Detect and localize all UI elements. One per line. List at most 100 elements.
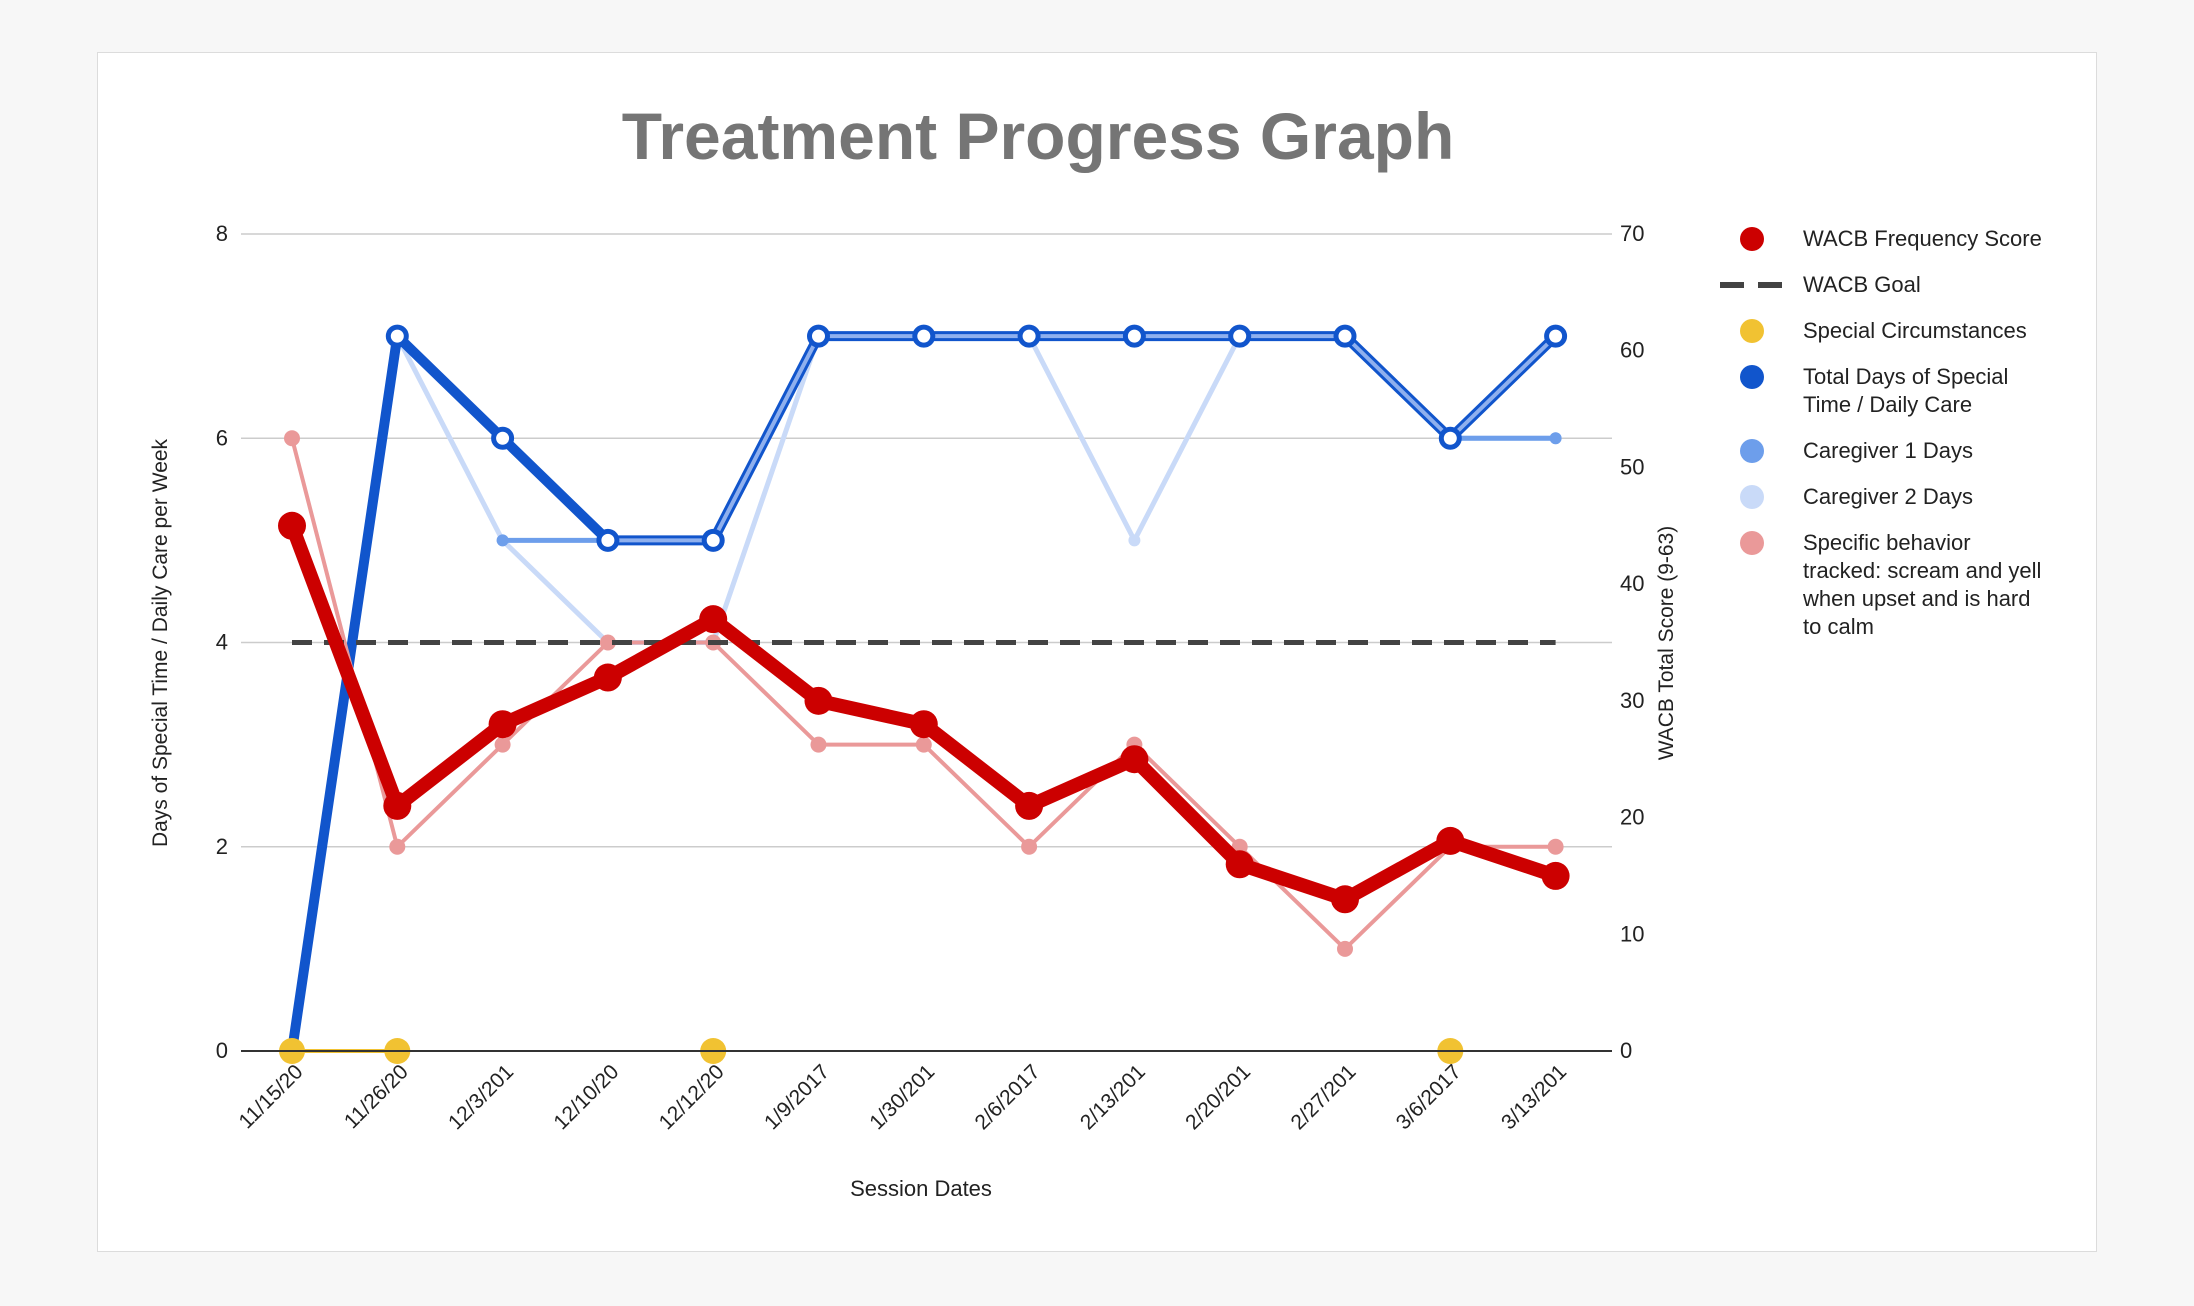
data-point (1541, 861, 1570, 890)
left-tick-label: 8 (216, 221, 228, 246)
y-axis-right-label: WACB Total Score (9-63) (1655, 526, 1678, 761)
x-tick-label: 12/3/201 (444, 1060, 518, 1134)
right-tick-label: 50 (1620, 454, 1644, 479)
data-point (1544, 324, 1568, 348)
legend-item: Caregiver 1 Days (1740, 438, 1973, 463)
right-tick-label: 0 (1620, 1038, 1632, 1063)
x-tick-label: 2/6/2017 (971, 1060, 1045, 1134)
legend-label: Caregiver 2 Days (1803, 484, 1973, 509)
x-axis-label: Session Dates (850, 1176, 992, 1201)
legend-label-line: WACB Goal (1803, 272, 1921, 297)
data-point (1549, 432, 1562, 445)
series-inner-segment (711, 334, 821, 543)
data-point (1436, 826, 1465, 855)
data-point (284, 430, 300, 447)
right-tick-label: 60 (1620, 338, 1644, 363)
legend-swatch (1740, 531, 1764, 555)
data-point (1015, 791, 1044, 820)
legend-item: Caregiver 2 Days (1740, 484, 1973, 509)
x-tick-label: 2/27/201 (1286, 1060, 1360, 1134)
legend: WACB Frequency Score WACB Goal Special Cir… (1720, 226, 2042, 639)
data-point (278, 511, 306, 540)
data-point (1128, 534, 1141, 547)
x-tick-label: 3/13/201 (1497, 1060, 1571, 1134)
series-layer (278, 324, 1570, 1064)
legend-label: Caregiver 1 Days (1803, 438, 1973, 463)
legend-item: WACB Goal (1720, 272, 1921, 297)
legend-label-line: to calm (1803, 614, 1874, 639)
data-point (912, 324, 936, 348)
right-axis-ticks: 0 10 20 30 40 50 60 70 (1620, 221, 1644, 1063)
legend-label-line: Special Circumstances (1803, 318, 2027, 343)
data-point (804, 686, 833, 715)
x-tick-label: 12/12/20 (655, 1060, 729, 1134)
x-tick-label: 1/30/201 (865, 1060, 939, 1134)
right-tick-label: 30 (1620, 688, 1644, 713)
data-point (385, 324, 409, 348)
legend-label: Specific behavior tracked: scream and yel… (1802, 530, 2041, 639)
legend-label: Total Days of Special Time / Daily Care (1803, 364, 2008, 417)
data-point (1120, 745, 1149, 774)
x-tick-label: 11/26/20 (340, 1060, 413, 1133)
legend-label-line: tracked: scream and yell (1803, 558, 2041, 583)
series-line (287, 331, 1561, 1056)
data-point (1333, 324, 1357, 348)
legend-item: Special Circumstances (1740, 318, 2027, 343)
legend-item: WACB Frequency Score (1740, 226, 2042, 251)
data-point (596, 528, 620, 552)
data-point (807, 324, 830, 348)
legend-label-line: Total Days of Special (1803, 364, 2008, 389)
legend-label: WACB Goal (1803, 272, 1921, 297)
treatment-progress-chart: Treatment Progress Graph 0 2 4 6 8 0 10 20 30 40… (149, 99, 2042, 1201)
left-tick-label: 6 (216, 425, 228, 450)
legend-item: Specific behavior tracked: scream and yel… (1740, 530, 2041, 639)
data-point (915, 736, 932, 753)
data-point (1228, 324, 1252, 348)
series-total-days-inner (605, 334, 1558, 543)
legend-item: Total Days of Special Time / Daily Care (1740, 364, 2008, 417)
data-point (1017, 324, 1041, 348)
series-total-days (280, 324, 1568, 1063)
data-point (496, 534, 509, 547)
right-tick-label: 40 (1620, 571, 1644, 596)
data-point (488, 710, 517, 739)
left-tick-label: 0 (216, 1038, 228, 1063)
legend-label: WACB Frequency Score (1803, 226, 2042, 251)
data-point (810, 736, 827, 753)
legend-label-line: WACB Frequency Score (1803, 226, 2042, 251)
data-point (1225, 850, 1254, 879)
x-tick-label: 3/6/2017 (1392, 1060, 1466, 1134)
legend-swatch (1740, 227, 1764, 251)
x-tick-label: 1/9/2017 (760, 1060, 834, 1134)
right-tick-label: 10 (1620, 921, 1644, 946)
data-point (1337, 940, 1353, 957)
left-axis-ticks: 0 2 4 6 8 (216, 221, 228, 1063)
x-tick-label: 2/20/201 (1181, 1060, 1255, 1134)
x-tick-label: 11/15/20 (235, 1060, 308, 1133)
x-axis-ticks: 11/15/20 11/26/20 12/3/201 12/10/20 12/12/20… (235, 1060, 1572, 1134)
legend-label-line: Caregiver 1 Days (1803, 438, 1973, 463)
right-tick-label: 20 (1620, 805, 1644, 830)
data-point (599, 634, 616, 651)
chart-card: Treatment Progress Graph 0 2 4 6 8 0 10 20 30 40… (97, 52, 2097, 1252)
data-point (909, 710, 938, 739)
series-inner-segment (1343, 334, 1453, 441)
series-specific-behavior (284, 430, 1564, 957)
legend-label-line: Specific behavior (1803, 530, 1971, 555)
x-tick-label: 2/13/201 (1076, 1060, 1150, 1134)
series-line (394, 333, 1559, 645)
data-point (1438, 426, 1462, 450)
data-point (1331, 885, 1359, 914)
left-tick-label: 2 (216, 834, 228, 859)
data-point (494, 736, 511, 753)
legend-label-line: Caregiver 2 Days (1803, 484, 1973, 509)
data-point (383, 791, 412, 820)
data-point (701, 528, 725, 552)
data-point (1547, 838, 1564, 855)
data-point (1122, 324, 1146, 348)
right-tick-label: 70 (1620, 221, 1644, 246)
data-point (1021, 838, 1038, 855)
data-point (593, 663, 622, 692)
legend-swatch (1740, 439, 1764, 463)
legend-swatch (1740, 365, 1764, 389)
